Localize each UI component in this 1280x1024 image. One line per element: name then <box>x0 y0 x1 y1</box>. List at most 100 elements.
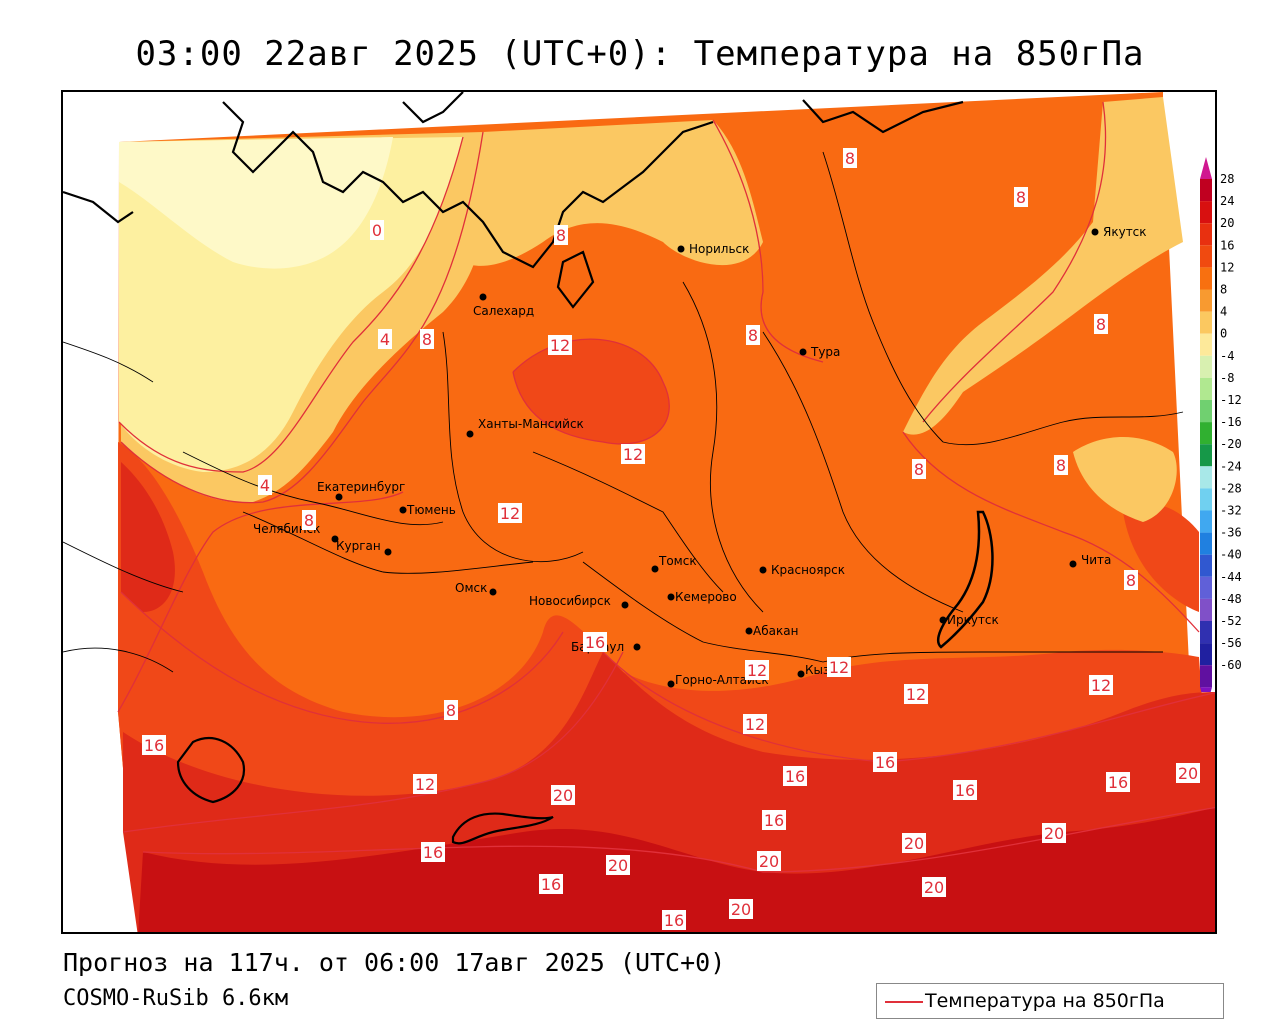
isotherm-label: 20 <box>902 833 926 853</box>
colorbar-tick-label: -60 <box>1220 658 1242 672</box>
isotherm-label: 12 <box>904 684 928 704</box>
city-marker <box>939 616 947 624</box>
colorbar-tick-label: -36 <box>1220 526 1242 540</box>
isotherm-label: 8 <box>1124 570 1138 590</box>
model-name: COSMO-RuSib 6.6км <box>63 986 289 1011</box>
svg-text:20: 20 <box>731 900 751 919</box>
city-marker <box>633 643 641 651</box>
zone-lt0 <box>119 137 393 269</box>
colorbar-tick-label: 24 <box>1220 194 1234 208</box>
city-label: Екатеринбург <box>317 480 405 494</box>
isotherm-label: 8 <box>1014 187 1028 207</box>
colorbar-tick-label: 4 <box>1220 305 1227 319</box>
city-marker <box>651 565 659 573</box>
city-label: Кемерово <box>675 590 737 604</box>
colorbar-top-arrow <box>1200 157 1212 179</box>
svg-text:12: 12 <box>1091 676 1111 695</box>
city-marker <box>1069 560 1077 568</box>
isotherm-label: 16 <box>762 810 786 830</box>
svg-text:20: 20 <box>1178 764 1198 783</box>
svg-text:12: 12 <box>745 715 765 734</box>
svg-text:8: 8 <box>556 226 566 245</box>
svg-text:12: 12 <box>623 445 643 464</box>
city-label: Якутск <box>1103 225 1147 239</box>
svg-text:16: 16 <box>875 753 895 772</box>
city-label: Тюмень <box>406 503 456 517</box>
city-marker <box>384 548 392 556</box>
colorbar-swatch <box>1200 223 1212 246</box>
city-marker <box>667 680 675 688</box>
colorbar-tick-label: -12 <box>1220 393 1242 407</box>
zone-16-20-west <box>121 462 175 612</box>
colorbar-swatch <box>1200 400 1212 423</box>
admin-borders <box>63 151 1184 673</box>
colorbar-swatch <box>1200 510 1212 533</box>
colorbar-bottom-arrow <box>1200 687 1212 692</box>
city-label: Абакан <box>753 624 798 638</box>
svg-text:16: 16 <box>585 633 605 652</box>
temperature-map: Норильск Якутск Салехард Тура Ханты-Мансийск… <box>61 90 1217 934</box>
legend: Температура на 850гПа <box>876 983 1224 1019</box>
colorbar-swatch <box>1200 311 1212 334</box>
isotherm-label: 8 <box>1054 455 1068 475</box>
colorbar-tick-label: 0 <box>1220 327 1227 341</box>
svg-text:12: 12 <box>829 658 849 677</box>
colorbar-tick-label: -52 <box>1220 614 1242 628</box>
isotherm-label: 8 <box>420 329 434 349</box>
colorbar-tick-label: 8 <box>1220 283 1227 297</box>
colorbar-swatch <box>1200 355 1212 378</box>
zone-4-8-yakutia <box>903 97 1183 435</box>
colorbar-tick-label: -32 <box>1220 504 1242 518</box>
svg-text:16: 16 <box>423 843 443 862</box>
colorbar-tick-label: -56 <box>1220 636 1242 650</box>
colorbar-swatch <box>1200 245 1212 268</box>
colorbar-swatch <box>1200 466 1212 489</box>
city-marker <box>489 588 497 596</box>
svg-text:12: 12 <box>415 775 435 794</box>
colorbar-tick-label: -4 <box>1220 349 1234 363</box>
city-marker <box>759 566 767 574</box>
svg-text:20: 20 <box>608 856 628 875</box>
colorbar-tick-label: -48 <box>1220 592 1242 606</box>
city-marker <box>621 601 629 609</box>
isotherm-label: 12 <box>621 444 645 464</box>
colorbar-swatch <box>1200 289 1212 312</box>
svg-text:4: 4 <box>380 330 390 349</box>
svg-text:20: 20 <box>924 878 944 897</box>
isotherm-label: 12 <box>1089 675 1113 695</box>
colorbar-swatch <box>1200 444 1212 467</box>
isotherm-label: 12 <box>745 660 769 680</box>
isotherm-label: 20 <box>606 855 630 875</box>
map-canvas: Норильск Якутск Салехард Тура Ханты-Мансийск… <box>63 92 1215 932</box>
city-marker <box>667 593 675 601</box>
zone-gt20 <box>138 807 1215 932</box>
isotherm-label: 16 <box>539 874 563 894</box>
svg-text:8: 8 <box>304 511 314 530</box>
chart-title: 03:00 22авг 2025 (UTC+0): Температура на… <box>135 34 1145 74</box>
svg-text:8: 8 <box>1126 571 1136 590</box>
isotherm-label: 16 <box>953 780 977 800</box>
svg-text:20: 20 <box>759 852 779 871</box>
isotherm-label: 12 <box>827 657 851 677</box>
isotherm-label: 8 <box>554 225 568 245</box>
isotherm-label: 12 <box>498 503 522 523</box>
forecast-note: Прогноз на 117ч. от 06:00 17авг 2025 (UT… <box>63 948 726 977</box>
isotherm-label: 16 <box>142 735 166 755</box>
colorbar-swatch <box>1200 576 1212 599</box>
svg-text:20: 20 <box>553 786 573 805</box>
zone-4-8-east <box>1073 437 1177 522</box>
city-marker <box>399 506 407 514</box>
isotherm-label: 20 <box>551 785 575 805</box>
colorbar-tick-label: -16 <box>1220 415 1242 429</box>
city-marker <box>745 627 753 635</box>
svg-text:12: 12 <box>550 336 570 355</box>
colorbar-swatch <box>1200 643 1212 666</box>
coastline <box>63 92 964 309</box>
isotherm-label: 16 <box>783 766 807 786</box>
svg-text:8: 8 <box>1016 188 1026 207</box>
city-label: Тура <box>810 345 840 359</box>
colorbar-tick-label: -20 <box>1220 437 1242 451</box>
svg-text:4: 4 <box>260 476 270 495</box>
city-marker <box>331 535 339 543</box>
colorbar: 28 24 20 16 12 8 4 0 -4 -8 -12 -16 -20 -24 -28 -32 -36 -4… <box>1200 157 1242 692</box>
